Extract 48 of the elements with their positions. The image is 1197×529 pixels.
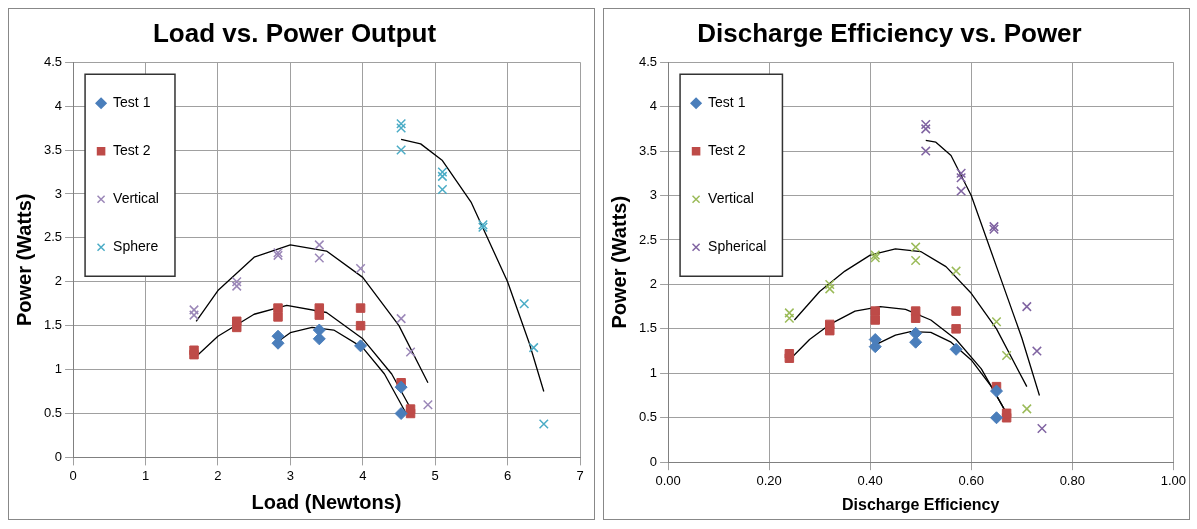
legend-label: Vertical (708, 190, 754, 207)
y-axis-title: Power (Watts) (607, 195, 630, 329)
y-tick-label: 1.5 (43, 317, 63, 333)
y-tick-label: 3 (649, 187, 658, 203)
x-tick-label: 0.20 (756, 472, 782, 488)
y-axis-title: Power (Watts) (12, 193, 35, 327)
y-tick-label: 2 (649, 276, 658, 291)
legend-label: Sphere (113, 238, 159, 255)
chart-title: Discharge Efficiency vs. Power (697, 17, 1082, 48)
x-tick-label: 5 (431, 467, 439, 483)
legend-label: Test 2 (708, 142, 746, 159)
x-tick-label: 0 (69, 467, 77, 483)
x-tick-label: 1.00 (1160, 472, 1187, 488)
y-tick-label: 4.5 (638, 53, 658, 69)
y-tick-label: 4 (649, 98, 658, 114)
legend-label: Spherical (708, 238, 767, 255)
y-tick-label: 2.5 (638, 231, 658, 247)
y-tick-label: 2.5 (43, 229, 63, 245)
legend-label: Test 1 (708, 94, 746, 111)
x-tick-label: 0.80 (1059, 472, 1085, 488)
y-tick-label: 0.5 (43, 405, 63, 421)
x-axis-title: Load (Newtons) (251, 490, 402, 513)
y-tick-label: 1.5 (638, 320, 658, 336)
x-tick-label: 4 (359, 467, 367, 483)
y-tick-label: 0.5 (638, 409, 658, 425)
y-tick-label: 4 (54, 97, 63, 113)
y-tick-label: 4.5 (43, 53, 63, 69)
x-axis-title: Discharge Efficiency (842, 495, 1000, 513)
x-tick-label: 0.60 (958, 472, 984, 488)
legend-label: Test 1 (113, 94, 151, 111)
x-tick-label: 2 (214, 467, 222, 483)
y-tick-label: 3.5 (638, 142, 658, 158)
y-tick-label: 0 (54, 448, 63, 464)
y-tick-label: 1 (649, 364, 658, 380)
x-tick-label: 0.40 (857, 472, 883, 488)
x-tick-label: 6 (503, 467, 512, 483)
x-tick-label: 0.00 (655, 472, 681, 488)
y-tick-label: 0 (649, 453, 658, 469)
x-tick-label: 3 (286, 467, 294, 483)
legend-label: Test 2 (113, 142, 151, 159)
y-tick-label: 2 (54, 273, 63, 289)
y-tick-label: 3 (54, 185, 63, 201)
legend-label: Vertical (113, 190, 159, 207)
y-tick-label: 3.5 (43, 141, 63, 157)
y-tick-label: 1 (54, 361, 63, 377)
x-tick-label: 1 (141, 467, 150, 483)
chart-title: Load vs. Power Output (152, 17, 437, 48)
x-tick-label: 7 (576, 467, 584, 483)
